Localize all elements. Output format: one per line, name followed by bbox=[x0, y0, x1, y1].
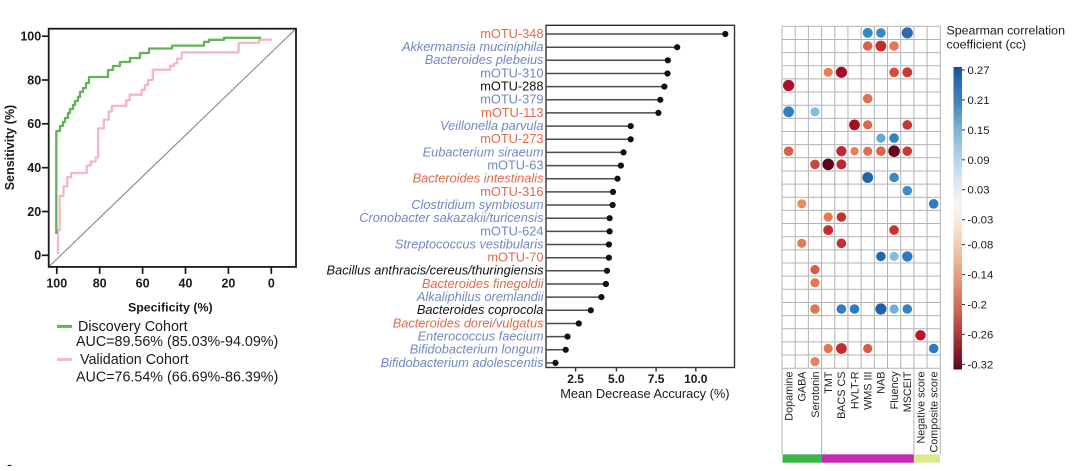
svg-text:0: 0 bbox=[268, 277, 275, 291]
svg-text:-0.2: -0.2 bbox=[968, 300, 987, 312]
svg-text:mOTU-310: mOTU-310 bbox=[480, 65, 543, 80]
svg-text:Bacteroides dorei/vulgatus: Bacteroides dorei/vulgatus bbox=[393, 315, 544, 330]
svg-text:MSCEIT: MSCEIT bbox=[902, 371, 914, 412]
svg-text:Enterococcus faecium: Enterococcus faecium bbox=[418, 329, 544, 344]
svg-text:5.0: 5.0 bbox=[608, 372, 625, 386]
svg-text:Bifidobacterium adolescentis: Bifidobacterium adolescentis bbox=[381, 355, 544, 370]
svg-text:mOTU-624: mOTU-624 bbox=[480, 223, 543, 238]
svg-text:40: 40 bbox=[179, 277, 193, 291]
svg-text:mOTU-348: mOTU-348 bbox=[480, 26, 543, 41]
svg-text:Serotonin: Serotonin bbox=[810, 372, 822, 418]
svg-text:-0.14: -0.14 bbox=[968, 270, 994, 282]
svg-text:-0.32: -0.32 bbox=[968, 359, 994, 371]
svg-text:mOTU-379: mOTU-379 bbox=[480, 92, 543, 107]
svg-text:-0.26: -0.26 bbox=[968, 329, 994, 341]
svg-text:Sensitivity (%): Sensitivity (%) bbox=[3, 105, 17, 190]
svg-text:AUC=76.54% (66.69%-86.39%): AUC=76.54% (66.69%-86.39%) bbox=[76, 370, 278, 386]
svg-text:mOTU-273: mOTU-273 bbox=[480, 131, 543, 146]
svg-text:NAB: NAB bbox=[876, 372, 888, 394]
svg-text:0.15: 0.15 bbox=[968, 125, 990, 137]
svg-text:Specificity (%): Specificity (%) bbox=[128, 301, 213, 315]
svg-text:Streptococcus vestibularis: Streptococcus vestibularis bbox=[395, 236, 544, 251]
svg-text:TMT: TMT bbox=[823, 371, 835, 394]
svg-text:80: 80 bbox=[27, 73, 41, 87]
svg-text:mOTU-63: mOTU-63 bbox=[487, 158, 543, 173]
svg-text:Discovery Cohort: Discovery Cohort bbox=[78, 319, 188, 335]
svg-text:Clostridium symbiosum: Clostridium symbiosum bbox=[411, 197, 544, 212]
svg-text:mOTU-316: mOTU-316 bbox=[480, 184, 543, 199]
svg-text:20: 20 bbox=[221, 277, 235, 291]
svg-text:mOTU-288: mOTU-288 bbox=[480, 79, 543, 94]
svg-text:Eubacterium siraeum: Eubacterium siraeum bbox=[423, 144, 544, 159]
svg-text:WMS III: WMS III bbox=[863, 372, 875, 410]
svg-text:Bacteroides plebeius: Bacteroides plebeius bbox=[425, 52, 544, 67]
svg-text:Dopamine: Dopamine bbox=[783, 372, 795, 421]
svg-text:Fluency: Fluency bbox=[889, 371, 901, 409]
svg-text:BACS CS: BACS CS bbox=[836, 372, 848, 419]
svg-text:2.5: 2.5 bbox=[567, 372, 584, 386]
svg-text:Veillonella parvula: Veillonella parvula bbox=[440, 118, 543, 133]
svg-text:0.21: 0.21 bbox=[968, 95, 990, 107]
svg-text:-0.03: -0.03 bbox=[968, 215, 994, 227]
svg-text:mOTU-70: mOTU-70 bbox=[487, 250, 543, 265]
svg-text:0: 0 bbox=[34, 249, 41, 263]
svg-text:Akkermansia muciniphila: Akkermansia muciniphila bbox=[401, 39, 544, 54]
svg-text:60: 60 bbox=[27, 117, 41, 131]
svg-text:100: 100 bbox=[46, 277, 67, 291]
svg-text:mOTU-113: mOTU-113 bbox=[481, 105, 543, 120]
svg-text:7.5: 7.5 bbox=[648, 372, 665, 386]
svg-text:0.27: 0.27 bbox=[968, 65, 990, 77]
svg-text:AUC=89.56% (85.03%-94.09%): AUC=89.56% (85.03%-94.09%) bbox=[76, 334, 278, 350]
svg-text:-0.08: -0.08 bbox=[968, 240, 994, 252]
svg-text:Composite score: Composite score bbox=[929, 372, 941, 453]
svg-text:20: 20 bbox=[27, 205, 41, 219]
svg-text:Bacillus anthracis/cereus/thur: Bacillus anthracis/cereus/thuringiensis bbox=[327, 263, 545, 278]
svg-text:Spearman correlation: Spearman correlation bbox=[947, 24, 1066, 38]
svg-text:Mean Decrease Accuracy (%): Mean Decrease Accuracy (%) bbox=[560, 386, 729, 401]
svg-text:Bacteroides coprocola: Bacteroides coprocola bbox=[417, 302, 544, 317]
svg-text:60: 60 bbox=[136, 277, 150, 291]
svg-text:Alkaliphilus oremlandii: Alkaliphilus oremlandii bbox=[416, 289, 545, 304]
svg-text:Bacteroides finegoldii: Bacteroides finegoldii bbox=[422, 276, 545, 291]
svg-text:HVLT-R: HVLT-R bbox=[849, 371, 861, 409]
svg-text:Cronobacter sakazakii/turicens: Cronobacter sakazakii/turicensis bbox=[359, 210, 544, 225]
svg-text:Bacteroides intestinalis: Bacteroides intestinalis bbox=[413, 171, 544, 186]
svg-text:coefficient (cc): coefficient (cc) bbox=[947, 38, 1027, 52]
svg-text:100: 100 bbox=[20, 30, 41, 44]
svg-text:Bifidobacterium longum: Bifidobacterium longum bbox=[410, 342, 544, 357]
svg-text:0.03: 0.03 bbox=[968, 185, 990, 197]
svg-text:10.0: 10.0 bbox=[684, 372, 708, 386]
svg-text:40: 40 bbox=[27, 161, 41, 175]
svg-text:GABA: GABA bbox=[797, 371, 809, 402]
svg-text:Validation Cohort: Validation Cohort bbox=[80, 352, 189, 368]
svg-text:80: 80 bbox=[93, 277, 107, 291]
svg-text:Negative score: Negative score bbox=[915, 372, 927, 444]
svg-text:0.09: 0.09 bbox=[968, 155, 990, 167]
